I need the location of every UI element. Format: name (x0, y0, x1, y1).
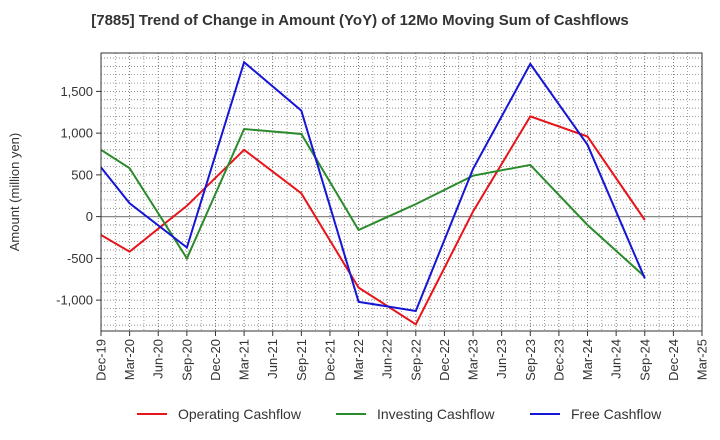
x-tick-label: Mar-23 (466, 339, 481, 380)
x-axis-ticks: Dec-19 Mar-20 Jun-20 Sep-20 Dec-20 Mar-21 Jun-… (94, 331, 710, 381)
x-tick-label: Jun-24 (609, 339, 624, 379)
x-tick-label: Jun-21 (265, 339, 280, 379)
x-tick-label: Dec-22 (437, 339, 452, 381)
x-tick-label: Dec-24 (666, 339, 681, 381)
x-tick-label: Mar-20 (122, 339, 137, 380)
legend-label: Operating Cashflow (178, 406, 302, 422)
legend-label: Investing Cashflow (377, 406, 495, 422)
x-tick-label: Mar-22 (351, 339, 366, 380)
x-tick-label: Mar-21 (237, 339, 252, 380)
x-tick-label: Dec-19 (94, 339, 109, 381)
plot-area-frame (100, 52, 703, 332)
y-axis-title: Amount (million yen) (7, 133, 22, 252)
legend: Operating Cashflow Investing Cashflow Free… (137, 406, 662, 422)
x-tick-label: Mar-25 (695, 339, 710, 380)
grid-lines (100, 53, 703, 331)
x-tick-label: Jun-20 (151, 339, 166, 379)
x-tick-label: Dec-20 (208, 339, 223, 381)
x-tick-label: Jun-23 (494, 339, 509, 379)
y-tick-label: 0 (86, 209, 93, 224)
x-tick-label: Mar-24 (580, 339, 595, 380)
series-line-investing-cashflow (100, 127, 646, 278)
y-tick-label: 500 (71, 167, 93, 182)
x-tick-label: Sep-23 (523, 339, 538, 381)
y-tick-label: -1,000 (56, 293, 93, 308)
series-lines (100, 60, 646, 326)
y-tick-label: 1,000 (60, 126, 93, 141)
chart-title: [7885] Trend of Change in Amount (YoY) o… (91, 12, 629, 29)
x-tick-label: Dec-21 (322, 339, 337, 381)
legend-label: Free Cashflow (571, 406, 662, 422)
y-tick-label: 1,500 (60, 84, 93, 99)
y-axis-ticks: 1,500 1,000 500 0 -500 -1,000 (56, 84, 101, 308)
x-tick-label: Sep-22 (408, 339, 423, 381)
x-tick-label: Dec-23 (551, 339, 566, 381)
series-line-operating-cashflow (100, 115, 646, 326)
x-tick-label: Sep-21 (294, 339, 309, 381)
series-line-free-cashflow (100, 60, 646, 313)
y-tick-label: -500 (67, 251, 93, 266)
x-tick-label: Sep-20 (179, 339, 194, 381)
x-tick-label: Jun-22 (380, 339, 395, 379)
x-tick-label: Sep-24 (637, 339, 652, 381)
